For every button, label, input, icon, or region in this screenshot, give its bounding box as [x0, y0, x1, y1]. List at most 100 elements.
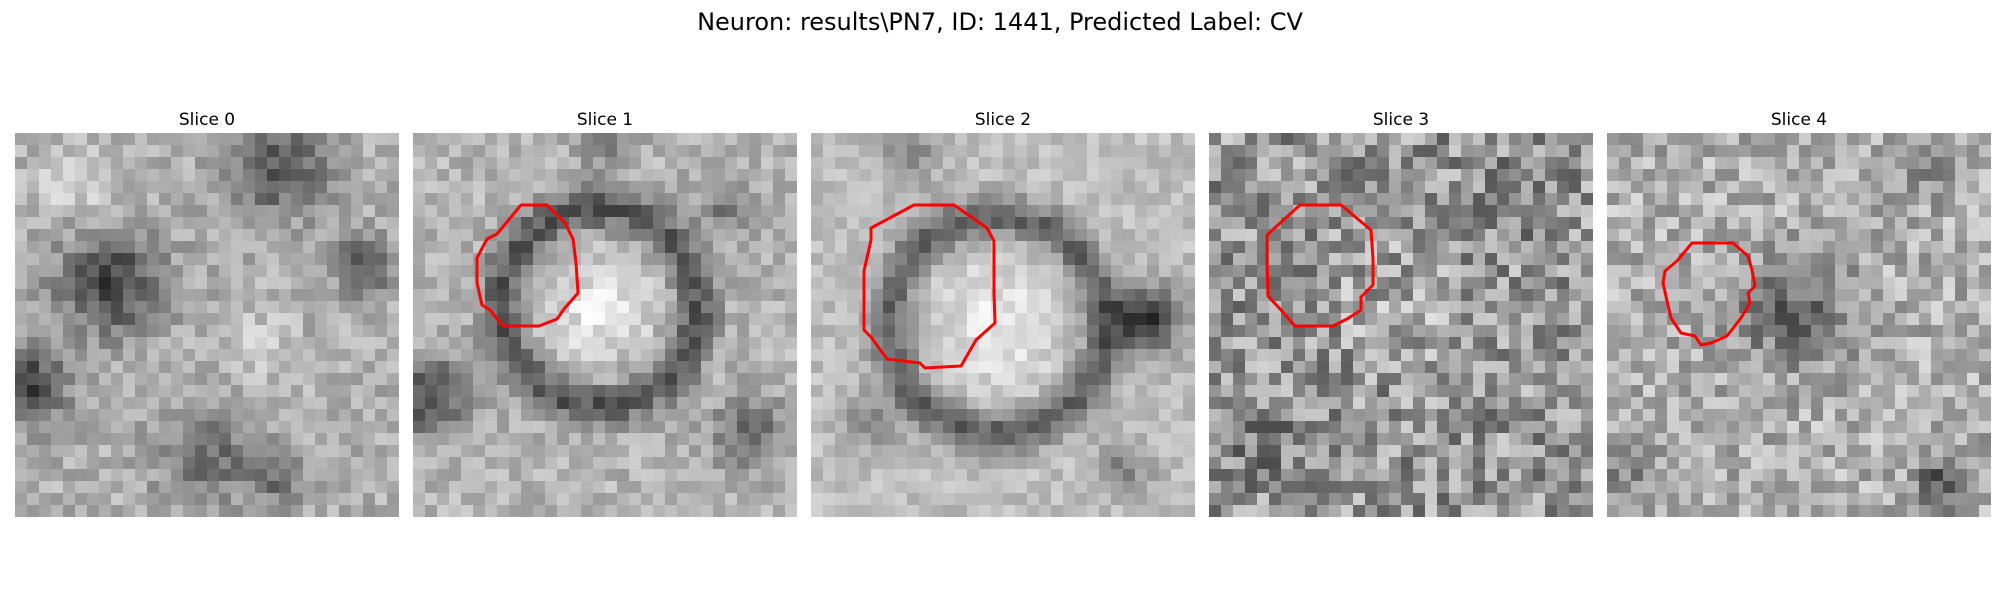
pixel	[1907, 181, 1919, 193]
pixel	[1919, 349, 1931, 361]
pixel	[449, 313, 461, 325]
pixel	[955, 397, 967, 409]
pixel	[1341, 373, 1353, 385]
pixel	[1365, 445, 1377, 457]
pixel	[1269, 205, 1281, 217]
pixel	[967, 157, 979, 169]
pixel	[1449, 505, 1461, 517]
pixel	[1329, 493, 1341, 505]
pixel	[1087, 289, 1099, 301]
pixel	[497, 301, 509, 313]
pixel	[111, 133, 123, 145]
pixel	[1835, 265, 1847, 277]
pixel	[1015, 469, 1027, 481]
segmentation-contour	[475, 203, 580, 328]
pixel	[1461, 457, 1473, 469]
pixel	[1619, 373, 1631, 385]
pixel	[1027, 397, 1039, 409]
pixel	[811, 349, 823, 361]
pixel	[87, 505, 99, 517]
pixel	[1581, 481, 1593, 493]
pixel	[1039, 325, 1051, 337]
pixel	[1293, 457, 1305, 469]
pixel	[461, 481, 473, 493]
pixel	[1715, 301, 1727, 313]
pixel	[629, 205, 641, 217]
pixel	[1979, 229, 1991, 241]
pixel	[279, 217, 291, 229]
pixel	[1643, 421, 1655, 433]
pixel	[593, 193, 605, 205]
pixel	[147, 145, 159, 157]
pixel	[1545, 229, 1557, 241]
pixel	[87, 277, 99, 289]
pixel	[1751, 325, 1763, 337]
pixel	[171, 265, 183, 277]
pixel	[811, 193, 823, 205]
pixel	[1931, 433, 1943, 445]
pixel	[1955, 325, 1967, 337]
pixel	[413, 385, 425, 397]
pixel	[617, 289, 629, 301]
pixel	[1159, 277, 1171, 289]
pixel	[665, 193, 677, 205]
pixel	[557, 193, 569, 205]
pixel	[1087, 385, 1099, 397]
pixel	[1269, 469, 1281, 481]
pixel	[1763, 253, 1775, 265]
pixel	[919, 433, 931, 445]
pixel	[315, 277, 327, 289]
pixel	[1245, 265, 1257, 277]
pixel	[1631, 289, 1643, 301]
pixel	[1497, 469, 1509, 481]
pixel	[183, 337, 195, 349]
pixel	[195, 313, 207, 325]
pixel	[1847, 337, 1859, 349]
pixel	[1353, 337, 1365, 349]
pixel	[665, 337, 677, 349]
pixel	[315, 217, 327, 229]
pixel	[291, 385, 303, 397]
pixel	[1075, 205, 1087, 217]
pixel	[1401, 265, 1413, 277]
pixel	[1919, 313, 1931, 325]
pixel	[63, 241, 75, 253]
pixel	[255, 313, 267, 325]
pixel	[15, 229, 27, 241]
pixel	[327, 205, 339, 217]
pixel	[859, 505, 871, 517]
pixel	[1751, 205, 1763, 217]
pixel	[1521, 373, 1533, 385]
pixel	[279, 385, 291, 397]
pixel	[1679, 289, 1691, 301]
pixel	[713, 433, 725, 445]
pixel	[1895, 337, 1907, 349]
pixel	[303, 457, 315, 469]
pixel	[437, 181, 449, 193]
pixel	[183, 241, 195, 253]
pixel	[1317, 289, 1329, 301]
pixel	[641, 445, 653, 457]
pixel	[1955, 337, 1967, 349]
pixel	[1329, 301, 1341, 313]
pixel	[1545, 481, 1557, 493]
pixel	[1027, 181, 1039, 193]
pixel	[1775, 457, 1787, 469]
pixel	[545, 481, 557, 493]
pixel	[1365, 481, 1377, 493]
pixel	[1509, 169, 1521, 181]
pixel	[87, 385, 99, 397]
pixel	[1039, 457, 1051, 469]
pixel	[1449, 493, 1461, 505]
pixel	[1955, 289, 1967, 301]
pixel	[761, 505, 773, 517]
pixel	[1473, 409, 1485, 421]
pixel	[1643, 205, 1655, 217]
pixel	[545, 397, 557, 409]
pixel	[1233, 421, 1245, 433]
pixel	[593, 373, 605, 385]
pixel	[979, 289, 991, 301]
pixel	[907, 169, 919, 181]
pixel	[1183, 433, 1195, 445]
pixel	[1823, 241, 1835, 253]
